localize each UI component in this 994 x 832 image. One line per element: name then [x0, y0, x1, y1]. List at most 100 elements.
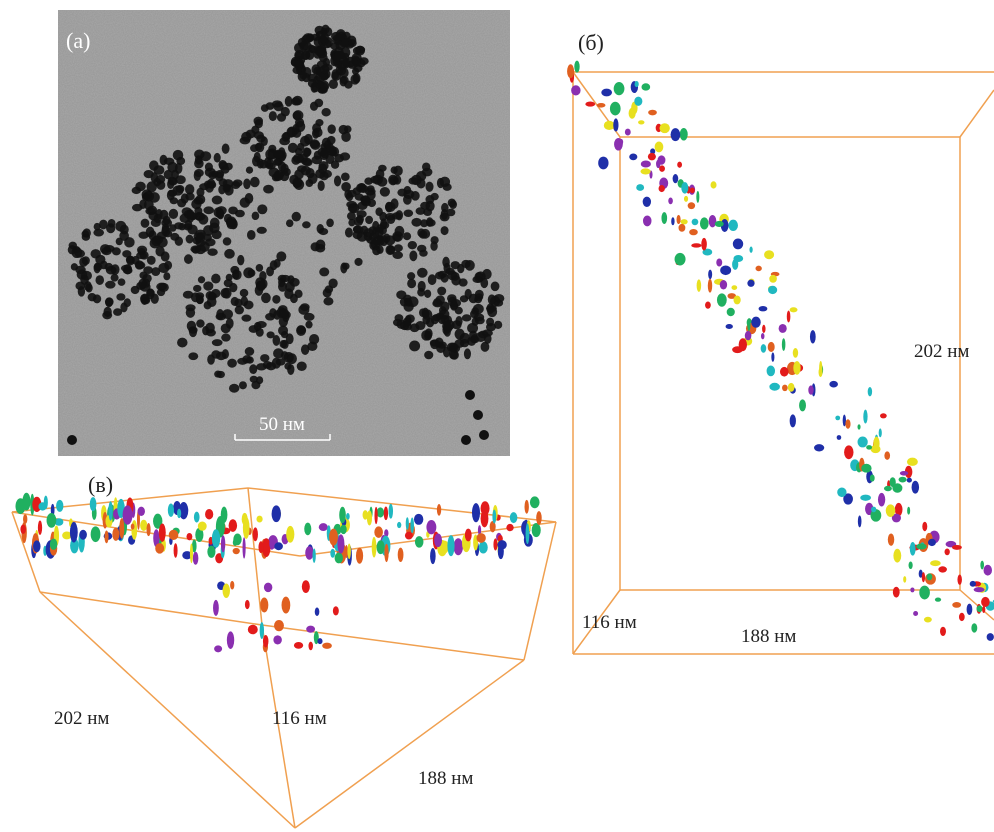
particle [868, 387, 872, 396]
dimension-label: 188 нм [741, 626, 796, 647]
particle [286, 526, 294, 543]
nanoparticle [479, 430, 489, 440]
particle [230, 581, 234, 590]
nanoparticle [218, 160, 226, 169]
particle [708, 279, 712, 293]
particle [678, 224, 685, 232]
nanoparticle [422, 308, 429, 318]
particle [732, 259, 738, 270]
particle [861, 464, 871, 473]
nanoparticle [348, 39, 356, 47]
nanoparticle [475, 293, 483, 300]
nanoparticle [403, 295, 411, 302]
particle [987, 633, 994, 641]
particle [604, 121, 615, 130]
particle [337, 534, 344, 553]
nanoparticle [167, 162, 177, 173]
nanoparticle [462, 314, 472, 321]
particle [140, 520, 147, 531]
nanoparticle [287, 127, 294, 138]
particle [282, 597, 291, 614]
nanoparticle [226, 318, 234, 329]
particle [927, 573, 933, 580]
particle [837, 488, 846, 498]
particle [434, 534, 442, 548]
nanoparticle [67, 435, 77, 445]
particle [308, 642, 313, 651]
nanoparticle [205, 182, 214, 193]
nanoparticle [426, 182, 434, 192]
nanoparticle [284, 363, 291, 370]
figure: (а) 50 нм (б) 202 нм 116 нм 188 нм (в) [0, 0, 994, 832]
nanoparticle [212, 230, 222, 239]
nanoparticle [266, 266, 274, 276]
nanoparticle [263, 185, 274, 194]
particle [747, 318, 750, 331]
particle [747, 280, 754, 287]
particle [977, 605, 983, 612]
nanoparticle [319, 267, 329, 276]
particle [221, 535, 225, 552]
nanoparticle [247, 230, 256, 240]
nanoparticle [79, 257, 88, 267]
nanoparticle [334, 175, 341, 186]
nanoparticle [222, 349, 229, 359]
particle [879, 428, 882, 437]
particle [782, 338, 786, 351]
nanoparticle [326, 218, 334, 227]
nanoparticle [292, 177, 302, 188]
particle [245, 600, 250, 609]
nanoparticle [311, 34, 321, 41]
nanoparticle [278, 278, 285, 287]
particle [733, 239, 743, 250]
particle [641, 161, 651, 168]
particle [302, 580, 310, 593]
nanoparticle [273, 348, 284, 358]
nanoparticle [193, 232, 203, 240]
particle [790, 307, 798, 312]
nanoparticle [355, 46, 365, 56]
nanoparticle [365, 216, 373, 224]
dimension-label: 188 нм [418, 768, 473, 789]
particle [745, 331, 752, 340]
box-edge [248, 488, 556, 522]
nanoparticle [437, 341, 447, 348]
particle [893, 587, 900, 598]
particle [22, 493, 30, 511]
nanoparticle [226, 216, 236, 226]
dimension-label: 202 нм [914, 341, 969, 362]
nanoparticle [451, 261, 460, 269]
particle [374, 507, 377, 524]
nanoparticle [246, 166, 253, 173]
particle [304, 523, 311, 536]
particle [935, 597, 941, 601]
particle [871, 507, 876, 513]
particle [339, 507, 346, 523]
nanoparticle [146, 227, 155, 238]
particle [112, 528, 119, 541]
nanoparticle [224, 249, 235, 259]
particle [878, 493, 885, 507]
nanoparticle [450, 350, 459, 360]
nanoparticle [272, 295, 280, 304]
particle [44, 496, 48, 509]
particle [767, 366, 775, 377]
nanoparticle [111, 274, 119, 282]
particle [347, 543, 350, 559]
nanoparticle [322, 25, 330, 34]
nanoparticle [327, 136, 336, 145]
nanoparticle [216, 206, 227, 215]
panel-label: (в) [88, 472, 113, 497]
nanoparticle [486, 318, 494, 327]
particle [705, 302, 711, 309]
particle [70, 522, 78, 543]
nanoparticle [246, 356, 254, 363]
nanoparticle [193, 285, 201, 292]
nanoparticle [281, 107, 290, 117]
particle [779, 324, 787, 333]
nanoparticle [124, 298, 131, 307]
particle [317, 638, 322, 644]
particle [890, 477, 896, 487]
particle [567, 64, 574, 78]
particle [688, 202, 695, 209]
